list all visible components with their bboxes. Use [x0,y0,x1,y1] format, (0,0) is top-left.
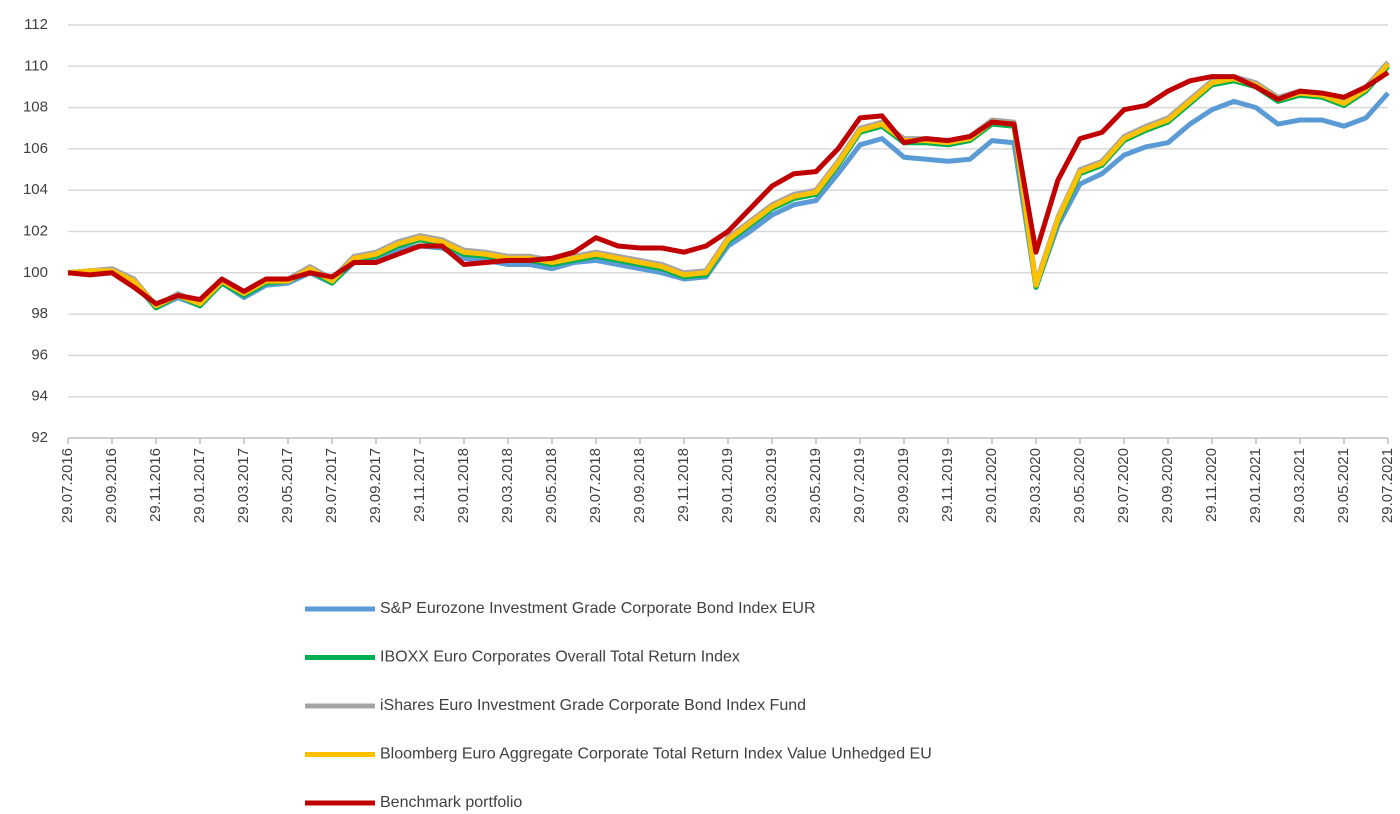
x-tick-label: 29.09.2016 [103,448,120,523]
x-tick-label: 29.09.2020 [1159,448,1176,523]
x-tick-label: 29.03.2020 [1027,448,1044,523]
y-tick-label: 96 [31,346,48,363]
y-tick-label: 100 [23,264,48,281]
y-tick-label: 94 [31,388,48,405]
series-line [67,70,1390,307]
y-tick-label: 92 [31,429,48,446]
x-tick-label: 29.05.2021 [1335,448,1352,523]
x-tick-label: 29.03.2021 [1291,448,1308,523]
x-tick-label: 29.11.2016 [147,448,164,522]
legend-label: Benchmark portfolio [380,794,522,811]
x-tick-label: 29.07.2017 [323,448,340,523]
x-tick-label: 29.01.2017 [191,448,208,523]
y-tick-label: 108 [23,99,48,116]
x-tick-label: 29.07.2021 [1379,448,1396,523]
legend-label: Bloomberg Euro Aggregate Corporate Total… [380,746,932,763]
y-tick-label: 112 [24,16,48,33]
x-tick-label: 29.11.2018 [675,448,692,522]
x-tick-label: 29.09.2017 [367,448,384,523]
y-tick-label: 102 [23,222,48,239]
x-tick-label: 29.01.2018 [455,448,472,523]
y-tick-label: 98 [31,305,48,322]
y-tick-label: 106 [23,140,48,157]
x-tick-label: 29.03.2018 [499,448,516,523]
x-tick-label: 29.01.2021 [1247,448,1264,523]
x-tick-label: 29.11.2020 [1203,448,1220,522]
x-tick-label: 29.11.2017 [411,448,428,522]
x-tick-label: 29.09.2018 [631,448,648,523]
x-tick-label: 29.05.2017 [279,448,296,523]
legend-label: IBOXX Euro Corporates Overall Total Retu… [380,649,740,666]
x-tick-label: 29.07.2016 [59,448,76,523]
x-tick-label: 29.11.2019 [939,448,956,522]
x-tick-label: 29.03.2017 [235,448,252,523]
x-tick-label: 29.05.2020 [1071,448,1088,523]
series-line [67,91,1390,311]
series-line [67,62,1390,309]
x-tick-label: 29.07.2019 [851,448,868,523]
y-tick-label: 104 [23,181,48,198]
legend-label: iShares Euro Investment Grade Corporate … [380,697,806,714]
x-tick-label: 29.03.2019 [763,448,780,523]
x-tick-label: 29.05.2019 [807,448,824,523]
legend-label: S&P Eurozone Investment Grade Corporate … [380,600,816,617]
y-tick-label: 110 [24,57,48,74]
x-tick-label: 29.09.2019 [895,448,912,523]
x-tick-label: 29.01.2019 [719,448,736,523]
x-tick-label: 29.07.2020 [1115,448,1132,523]
x-tick-label: 29.07.2018 [587,448,604,523]
x-tick-label: 29.01.2020 [983,448,1000,523]
x-tick-label: 29.05.2018 [543,448,560,523]
